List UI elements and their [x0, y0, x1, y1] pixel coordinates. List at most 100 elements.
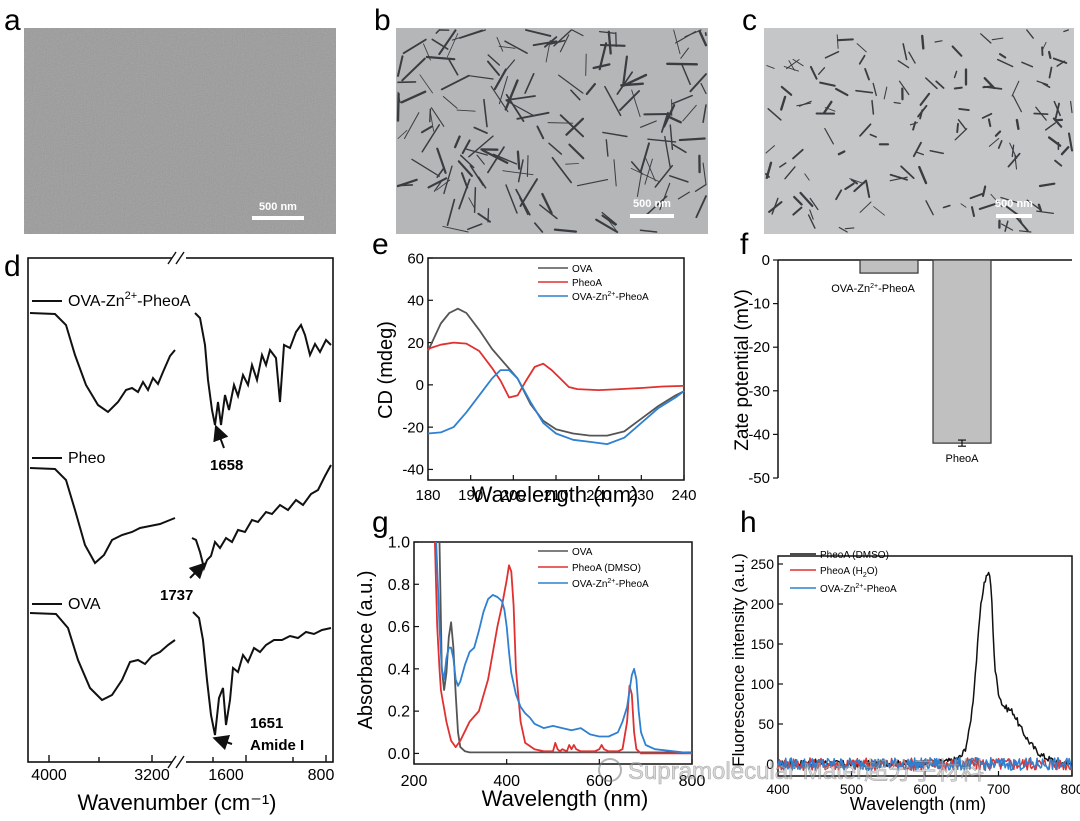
legend-h: PheoA (DMSO) PheoA (H2O) OVA-Zn2+-PheoA: [790, 550, 897, 595]
nanofiber-stroke: [446, 33, 459, 58]
nanofiber-stroke: [620, 82, 644, 87]
tem-texture-a: [24, 28, 336, 234]
nanofiber-stroke: [644, 158, 653, 185]
panel-letter-e: e: [372, 228, 389, 261]
x-tick-label: 230: [629, 487, 654, 504]
nanofiber-stroke: [420, 125, 433, 134]
nanofiber-stroke: [682, 104, 697, 122]
nanofiber-stroke: [893, 101, 901, 105]
nanofiber-stroke: [917, 104, 928, 118]
nanofiber-stroke: [460, 172, 469, 189]
x-tick-d-4000: 4000: [31, 767, 67, 784]
x-tick-label: 800: [679, 773, 706, 790]
nanofiber-stroke: [616, 71, 634, 95]
nanofiber-stroke: [824, 50, 840, 59]
nanofiber-stroke: [935, 80, 945, 89]
panel-letter-g: g: [372, 506, 389, 539]
y-tick-label: 0: [766, 756, 774, 772]
y-tick-label: 0.4: [388, 661, 410, 678]
nanofiber-stroke: [835, 189, 843, 201]
nanofiber-stroke: [784, 166, 796, 180]
nanofiber-stroke: [835, 87, 849, 97]
plot-frame: [413, 541, 693, 765]
series-line-pheoa: [427, 341, 685, 399]
nanofiber-stroke: [674, 31, 697, 44]
panel-b: b 500 nm: [374, 4, 708, 234]
nanofiber-stroke: [451, 29, 483, 41]
y-tick-label: 0.2: [388, 704, 410, 721]
nanofiber-stroke: [539, 204, 558, 220]
nanofiber-stroke: [836, 34, 839, 49]
nanofiber-stroke: [793, 195, 803, 206]
nanofiber-stroke: [925, 77, 938, 90]
nanofiber-stroke: [929, 150, 944, 155]
nanofiber-stroke: [855, 89, 874, 94]
nanofiber-stroke: [792, 206, 803, 216]
legend-label-g-2: OVA-Zn2+-PheoA: [572, 578, 649, 590]
nanofiber-stroke: [465, 148, 488, 156]
x-tick-label: 400: [493, 773, 520, 790]
nanofiber-stroke: [490, 85, 509, 113]
x-axis-label-h: Wavelength (nm): [850, 794, 986, 814]
legend-label-g-1: PheoA (DMSO): [572, 563, 641, 574]
nanofiber-stroke: [438, 29, 457, 56]
nanofiber-stroke: [871, 99, 875, 115]
nanofiber-stroke: [599, 43, 626, 47]
x-tick-d-800: 800: [308, 767, 335, 784]
scale-bar-c: [996, 214, 1032, 218]
nanofiber-stroke: [700, 82, 707, 95]
panel-d: d 4000 3200 1600 800 Wavenumber (cm⁻¹) O…: [4, 250, 334, 815]
annotation-amide-i: Amide I: [250, 737, 304, 754]
y-tick-label: 100: [751, 676, 775, 692]
nanofiber-stroke: [780, 95, 787, 111]
nanofiber-stroke: [1005, 205, 1020, 217]
nanofiber-stroke: [549, 39, 566, 45]
nanofiber-stroke: [504, 40, 528, 54]
nanofiber-stroke: [473, 187, 477, 214]
nanofiber-stroke: [1018, 230, 1032, 233]
bar-label-f-1: PheoA: [945, 453, 979, 465]
nanofiber-stroke: [401, 57, 426, 82]
nanofiber-stroke: [669, 124, 674, 151]
legend-label-h-2: OVA-Zn2+-PheoA: [820, 583, 897, 595]
nanofiber-stroke: [541, 192, 553, 215]
nanofiber-stroke: [461, 139, 471, 155]
nanofiber-stroke: [595, 218, 619, 234]
nanofiber-stroke: [765, 161, 773, 179]
nanofiber-stroke: [459, 29, 487, 39]
y-tick-label: 0.8: [388, 577, 410, 594]
nanofiber-stroke: [671, 94, 693, 105]
nanofiber-stroke: [645, 158, 656, 182]
nanofiber-stroke: [613, 159, 617, 187]
nanofiber-stroke: [397, 129, 408, 139]
y-tick-label: 40: [407, 293, 424, 310]
nanofiber-stroke: [598, 30, 616, 34]
x-tick-label: 400: [766, 781, 790, 797]
nanofiber-stroke: [900, 165, 915, 179]
nanofiber-stroke: [678, 137, 706, 142]
nanofiber-stroke: [695, 195, 707, 219]
nanofiber-stroke: [822, 100, 833, 115]
nanofiber-stroke: [982, 85, 994, 89]
nanofiber-stroke: [486, 60, 501, 76]
nanofiber-stroke: [824, 127, 835, 145]
nanofiber-stroke: [978, 203, 996, 211]
nanofiber-stroke: [446, 198, 456, 227]
nanofiber-stroke: [819, 81, 836, 87]
legend-label-e-1: PheoA: [572, 278, 602, 289]
nanofiber-stroke: [987, 118, 992, 128]
x-axis-label-d: Wavenumber (cm⁻¹): [77, 790, 276, 815]
legend-label-g-0: OVA: [572, 547, 593, 558]
nanofiber-stroke: [559, 34, 570, 53]
panel-f: f 0 -10 -20 -30 -40 -50 Zate potential (mV) O…: [732, 228, 1072, 487]
nanofiber-stroke: [457, 160, 473, 177]
panel-h: h 400 500 600 700 800 0 50 100 150 200 250 Fluores…: [729, 506, 1080, 814]
nanofiber-stroke: [558, 74, 584, 94]
nanofiber-stroke: [429, 111, 435, 132]
y-tick-label: -10: [748, 296, 770, 313]
watermark: Supramolecular Mater超分子材料: [598, 758, 984, 785]
nanofiber-stroke: [957, 119, 967, 131]
nanofiber-stroke: [796, 102, 812, 107]
nanofiber-stroke: [619, 90, 641, 112]
nanofiber-stroke: [998, 53, 1007, 59]
